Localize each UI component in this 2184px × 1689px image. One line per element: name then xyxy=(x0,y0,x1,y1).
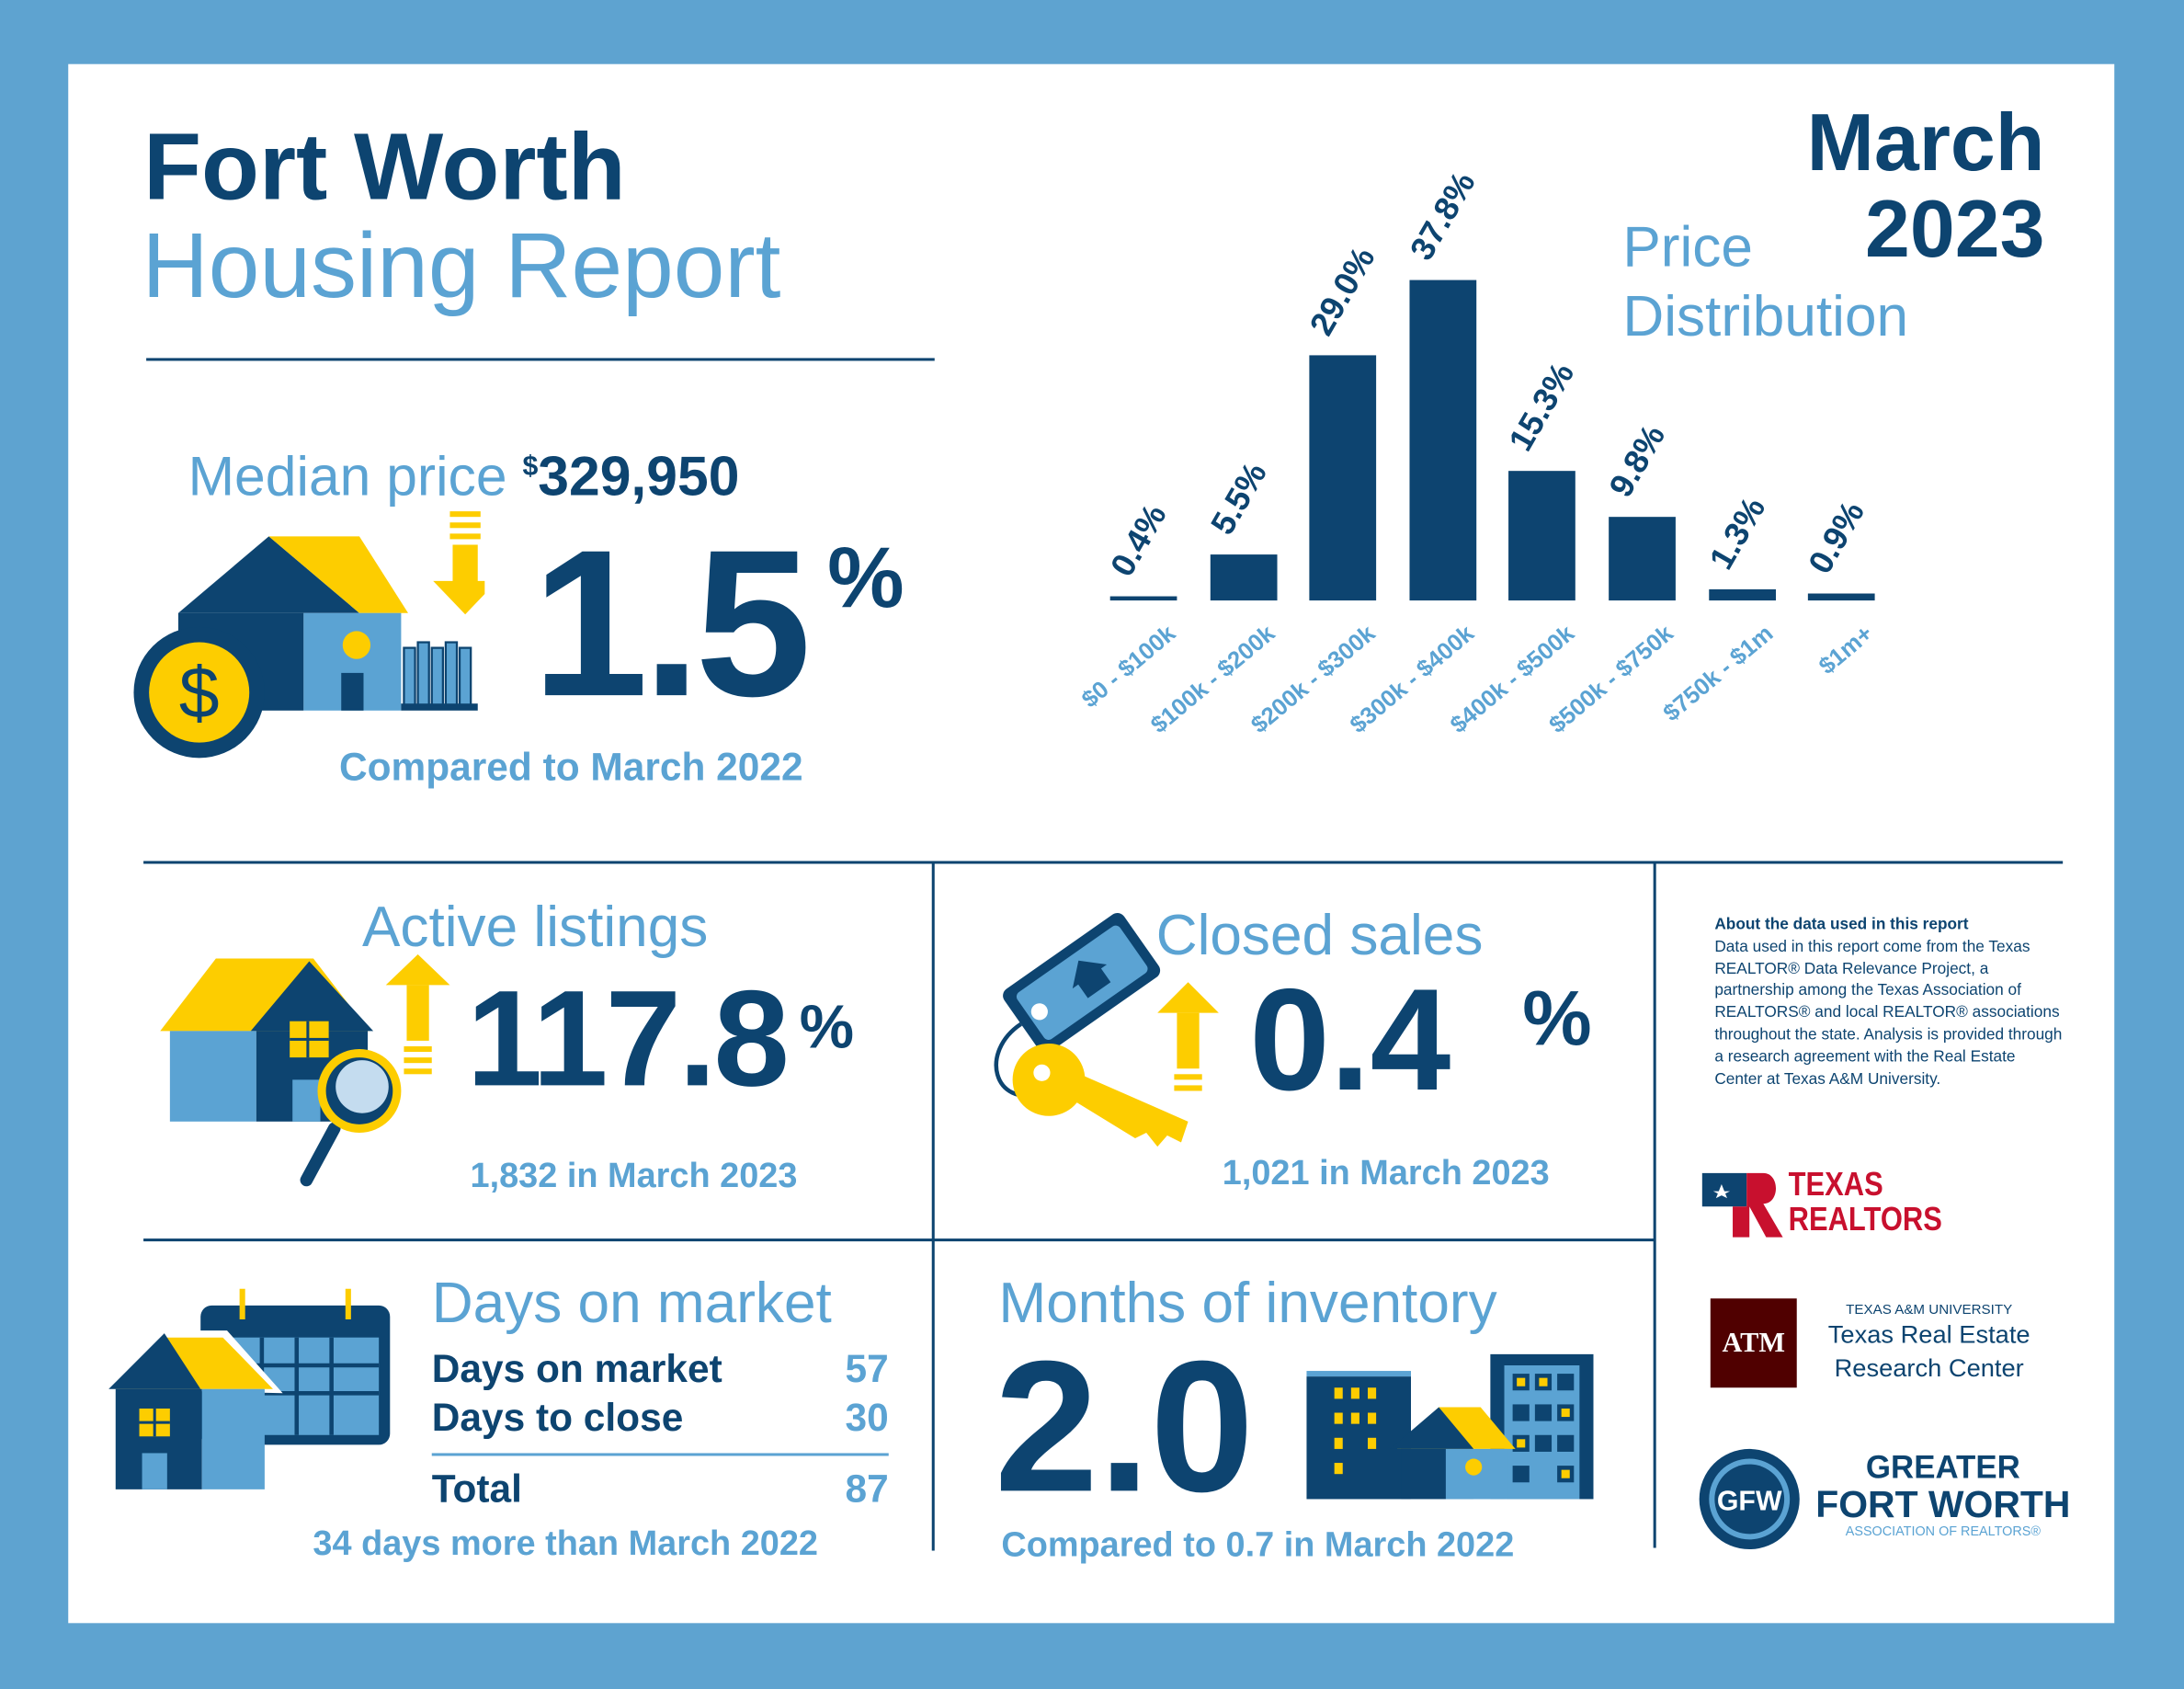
chart-bar xyxy=(1210,553,1277,601)
report-month: March 2023 xyxy=(1806,97,2045,275)
gfw-logo-text: GREATER FORT WORTH ASSOCIATION OF REALTO… xyxy=(1811,1449,2076,1539)
category-label: $1m+ xyxy=(1814,620,1879,680)
buildings-icon xyxy=(1306,1353,1594,1500)
active-title: Active listings xyxy=(361,894,709,959)
closed-sub: 1,021 in March 2023 xyxy=(1222,1153,1550,1193)
bar-value-label: 5.5% xyxy=(1203,455,1275,541)
median-change: 1.5 xyxy=(531,506,812,740)
house-search-icon xyxy=(160,953,450,1187)
dom-row-label: Days on market xyxy=(431,1347,722,1391)
about-heading: About the data used in this report xyxy=(1714,917,1969,934)
active-change: 117.8 xyxy=(466,961,790,1115)
divider xyxy=(931,862,935,1551)
chart-title-line1: Price xyxy=(1622,214,1753,280)
divider xyxy=(143,1238,1655,1242)
chart-bar xyxy=(1309,354,1377,601)
median-label: Median price xyxy=(188,446,507,508)
svg-text:GFW: GFW xyxy=(1717,1487,1782,1517)
calendar-house-icon xyxy=(108,1288,391,1489)
chart-title: Price Distribution xyxy=(1622,211,1908,351)
house-dollar-icon: $ xyxy=(133,511,485,759)
gfw-line3: ASSOCIATION OF REALTORS® xyxy=(1845,1524,2041,1540)
gfw-line2: FORT WORTH xyxy=(1815,1483,2071,1526)
texas-realtors-mark xyxy=(1701,1172,1783,1238)
about-section: About the data used in this report Data … xyxy=(1714,916,2063,1091)
price-distribution-chart: 0.4% $0 - $100k 5.5% $100k - $200k 29.0% $200… xyxy=(1075,165,1879,738)
median-change-unit: % xyxy=(827,531,904,627)
chart-title-line2: Distribution xyxy=(1622,284,1909,348)
total-divider xyxy=(431,1453,889,1456)
chart-bar xyxy=(1109,596,1177,601)
inventory-title: Months of inventory xyxy=(998,1270,1497,1335)
bar-value-label: 1.3% xyxy=(1701,491,1773,576)
gfw-logo-mark: GFW xyxy=(1699,1448,1800,1550)
bar-value-label: 37.8% xyxy=(1403,165,1484,268)
dom-table: Days on market 57 Days to close 30 Total 87 xyxy=(431,1344,889,1513)
dom-title: Days on market xyxy=(431,1270,832,1335)
about-body: Data used in this report come from the T… xyxy=(1714,939,2063,1088)
chart-bar xyxy=(1708,589,1776,601)
dom-row-value: 30 xyxy=(845,1396,889,1440)
tr-line1: TEXAS xyxy=(1788,1166,1883,1204)
tamu-line2: Research Center xyxy=(1834,1353,2024,1383)
svg-text:$: $ xyxy=(179,652,220,733)
tamu-logo-text: TEXAS A&M UNIVERSITY Texas Real Estate R… xyxy=(1811,1303,2048,1385)
active-change-unit: % xyxy=(799,993,855,1062)
dom-total-label: Total xyxy=(431,1466,522,1511)
median-price: Median price $329,950 xyxy=(188,432,740,512)
month-label: March xyxy=(1806,97,2045,188)
bar-value-label: 29.0% xyxy=(1302,240,1383,342)
bar-value-label: 0.9% xyxy=(1802,495,1873,580)
dom-row-value: 57 xyxy=(845,1347,889,1391)
inventory-value: 2.0 xyxy=(994,1323,1255,1532)
title-report: Housing Report xyxy=(142,212,781,316)
closed-title: Closed sales xyxy=(1155,902,1484,967)
divider xyxy=(1653,862,1656,1548)
active-sub: 1,832 in March 2023 xyxy=(470,1156,798,1196)
chart-bar xyxy=(1508,471,1576,601)
closed-change-unit: % xyxy=(1522,974,1592,1062)
divider xyxy=(146,358,935,361)
texas-realtors-logo: TEXAS REALTORS xyxy=(1701,1166,1953,1246)
closed-change: 0.4 xyxy=(1249,960,1451,1122)
tamu-line1: Texas Real Estate xyxy=(1827,1320,2030,1349)
tr-line2: REALTORS xyxy=(1788,1201,1942,1239)
tamu-small: TEXAS A&M UNIVERSITY xyxy=(1846,1302,2013,1318)
tamu-logo-mark: ATM xyxy=(1710,1298,1797,1388)
chart-bar xyxy=(1409,280,1476,601)
title-city: Fort Worth xyxy=(143,114,626,221)
year-label: 2023 xyxy=(1864,184,2045,275)
tag-key-icon xyxy=(994,913,1219,1147)
dom-total-value: 87 xyxy=(845,1466,889,1511)
chart-bar xyxy=(1609,517,1676,601)
category-label: $0 - $100k xyxy=(1075,620,1180,713)
category-label: $750k - $1m xyxy=(1658,620,1779,727)
bar-value-label: 9.8% xyxy=(1602,419,1674,505)
dom-row-label: Days to close xyxy=(431,1396,684,1440)
bar-value-label: 15.3% xyxy=(1502,356,1583,458)
median-value: 329,950 xyxy=(538,446,740,508)
bar-value-label: 0.4% xyxy=(1103,497,1175,584)
currency-symbol: $ xyxy=(522,451,539,483)
dom-sub: 34 days more than March 2022 xyxy=(313,1524,818,1564)
gfw-line1: GREATER xyxy=(1865,1448,2020,1486)
divider xyxy=(143,861,2064,864)
dom-row: Days to close 30 xyxy=(432,1393,889,1442)
dom-total-row: Total 87 xyxy=(432,1465,889,1513)
chart-bar xyxy=(1808,592,1875,601)
median-compare: Compared to March 2022 xyxy=(338,745,803,789)
dom-row: Days on market 57 xyxy=(432,1344,889,1393)
inventory-sub: Compared to 0.7 in March 2022 xyxy=(1001,1525,1515,1565)
